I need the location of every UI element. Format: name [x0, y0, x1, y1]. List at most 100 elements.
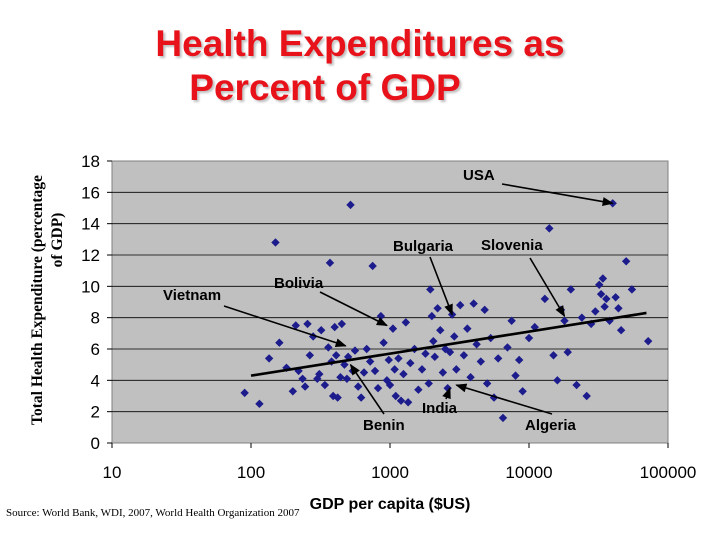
- data-point: [390, 365, 399, 374]
- x-tick-label: 100000: [640, 463, 697, 482]
- annotation-arrow: [223, 305, 347, 347]
- data-point: [421, 349, 430, 358]
- data-point: [426, 285, 435, 294]
- data-point: [445, 347, 455, 357]
- annotation-arrow: [455, 383, 553, 415]
- data-point: [605, 316, 614, 325]
- data-point: [429, 336, 438, 346]
- data-point: [359, 368, 369, 377]
- data-point: [271, 238, 280, 247]
- data-point: [503, 343, 512, 352]
- data-point: [456, 300, 465, 310]
- data-point: [330, 322, 339, 332]
- title-line-1: Health Expenditures as: [155, 23, 565, 64]
- annotation-arrow: [319, 291, 388, 327]
- slide-title: Health Expenditures as Percent of GDP: [0, 22, 720, 110]
- annotation-label: Bulgaria: [393, 238, 454, 255]
- data-point: [315, 369, 324, 379]
- y-tick-label: 12: [81, 246, 100, 265]
- annotation-label: Slovenia: [481, 237, 543, 254]
- x-tick-label: 1000: [371, 463, 409, 482]
- data-point: [303, 319, 312, 329]
- data-point: [388, 324, 398, 333]
- data-point: [368, 261, 377, 271]
- data-point: [298, 374, 307, 383]
- data-point: [566, 285, 576, 294]
- data-point: [450, 332, 459, 341]
- annotation-arrow: [442, 387, 451, 400]
- data-point: [480, 305, 489, 315]
- y-tick-label: 10: [81, 277, 100, 296]
- data-point: [394, 354, 403, 363]
- data-point: [463, 324, 472, 333]
- data-point: [362, 344, 371, 354]
- data-point: [403, 398, 413, 407]
- data-point: [331, 351, 341, 360]
- annotation-label: Algeria: [525, 417, 577, 434]
- data-point: [469, 299, 478, 308]
- data-point: [518, 387, 527, 396]
- annotation-arrow: [529, 257, 566, 318]
- data-point: [406, 358, 415, 368]
- trend-line: [250, 311, 647, 377]
- data-point: [596, 289, 606, 299]
- data-point: [414, 385, 423, 394]
- data-point: [337, 319, 346, 329]
- data-point: [427, 311, 437, 321]
- data-point: [591, 307, 600, 316]
- data-point: [346, 200, 355, 210]
- data-point: [288, 387, 298, 396]
- data-point: [350, 346, 360, 355]
- data-point: [553, 376, 562, 385]
- data-point: [336, 373, 345, 382]
- data-point: [396, 396, 406, 405]
- data-point: [602, 294, 611, 304]
- data-point: [498, 413, 508, 423]
- y-axis-title: Total Health Expenditure (percentage of G…: [29, 175, 66, 425]
- data-point: [353, 382, 363, 391]
- data-point: [493, 354, 503, 363]
- annotation-label: Benin: [363, 417, 405, 434]
- data-point: [514, 355, 524, 365]
- data-point: [391, 391, 400, 401]
- x-tick-label: 10: [103, 463, 122, 482]
- annotation-label: Bolivia: [274, 275, 324, 292]
- x-tick-label: 10000: [505, 463, 552, 482]
- data-point: [476, 357, 485, 366]
- data-point: [436, 326, 445, 335]
- x-axis-title: GDP per capita ($US): [310, 496, 471, 513]
- data-point: [320, 380, 330, 390]
- data-point: [572, 380, 581, 390]
- data-point: [324, 343, 333, 352]
- data-point: [482, 379, 492, 388]
- data-point: [549, 351, 558, 360]
- data-point: [600, 302, 609, 311]
- data-point: [511, 371, 520, 380]
- data-point: [563, 347, 572, 357]
- data-point: [530, 322, 539, 332]
- data-point: [595, 280, 604, 289]
- y-tick-label: 14: [81, 215, 100, 234]
- data-point: [373, 383, 383, 393]
- y-tick-label: 16: [81, 183, 100, 202]
- annotation-label: India: [422, 400, 458, 417]
- data-point: [317, 326, 326, 335]
- data-point: [433, 304, 442, 313]
- data-point: [379, 338, 388, 347]
- annotation-label: Vietnam: [163, 287, 221, 304]
- annotation-arrow: [501, 183, 614, 206]
- data-point: [598, 274, 608, 283]
- y-tick-label: 6: [91, 340, 100, 359]
- data-point: [582, 391, 591, 401]
- data-point: [560, 316, 569, 325]
- data-point: [577, 313, 587, 322]
- data-point: [384, 355, 393, 365]
- data-point: [370, 366, 380, 376]
- y-tick-label: 0: [91, 434, 100, 453]
- data-point: [524, 333, 534, 343]
- data-point: [466, 373, 475, 382]
- data-point: [430, 352, 439, 362]
- data-point: [333, 393, 342, 402]
- data-point: [545, 224, 554, 233]
- data-point: [356, 393, 366, 402]
